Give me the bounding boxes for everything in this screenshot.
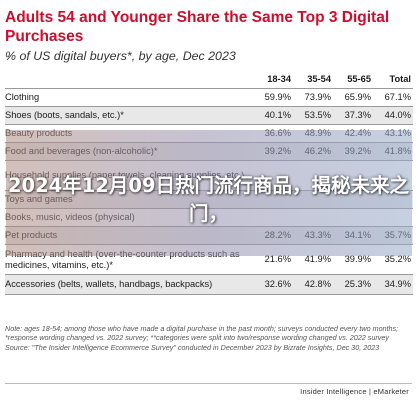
row-label: Shoes (boots, sandals, etc.)* bbox=[5, 106, 255, 125]
table-cell: 59.9% bbox=[255, 88, 293, 107]
row-label: Beauty products bbox=[5, 124, 255, 143]
brand-logo: Insider Intelligence | eMarketer bbox=[300, 387, 409, 396]
table-cell: 73.9% bbox=[293, 88, 333, 107]
table-cell: 48.9% bbox=[293, 124, 333, 143]
footer-divider bbox=[5, 383, 412, 384]
table-cell: 25.3% bbox=[333, 274, 373, 295]
footnote-source: Source: "The Insider Intelligence Ecomme… bbox=[5, 342, 380, 352]
table-row: Shoes (boots, sandals, etc.)* 40.1% 53.5… bbox=[5, 106, 413, 125]
table-cell: 43.1% bbox=[373, 124, 413, 143]
table-header-row: 18-34 35-54 55-65 Total bbox=[5, 70, 413, 89]
row-label: Pharmacy and health (over-the-counter pr… bbox=[5, 244, 255, 275]
table-row: Pharmacy and health (over-the-counter pr… bbox=[5, 244, 413, 275]
table-cell: 21.6% bbox=[255, 244, 293, 275]
table-cell: 46.2% bbox=[293, 142, 333, 161]
table-header-cell: 55-65 bbox=[333, 70, 373, 89]
row-label: Food and beverages (non-alcoholic)* bbox=[5, 142, 255, 161]
table-cell: 41.9% bbox=[293, 244, 333, 275]
table-cell: 35.7% bbox=[373, 226, 413, 245]
table-cell: 40.1% bbox=[255, 106, 293, 125]
table-cell: 53.5% bbox=[293, 106, 333, 125]
table-header-label bbox=[5, 70, 255, 89]
row-label: Pet products bbox=[5, 226, 255, 245]
table-cell: 42.4% bbox=[333, 124, 373, 143]
table-cell: 41.8% bbox=[373, 142, 413, 161]
table-cell: 34.1% bbox=[333, 226, 373, 245]
row-label: Accessories (belts, wallets, handbags, b… bbox=[5, 274, 255, 295]
table-cell: 34.9% bbox=[373, 274, 413, 295]
table-header-cell: 35-54 bbox=[293, 70, 333, 89]
table-cell: 35.2% bbox=[373, 244, 413, 275]
footnote: Note: ages 18-54; among those who have m… bbox=[5, 324, 405, 352]
table-cell: 37.3% bbox=[333, 106, 373, 125]
chart-title: Adults 54 and Younger Share the Same Top… bbox=[5, 9, 390, 45]
table-cell: 67.1% bbox=[373, 88, 413, 107]
table-cell: 42.8% bbox=[293, 274, 333, 295]
table-cell: 39.2% bbox=[333, 142, 373, 161]
table-cell: 65.9% bbox=[333, 88, 373, 107]
table-cell: 44.0% bbox=[373, 106, 413, 125]
overlay-headline: 2024年12月09日热门流行商品，揭秘未来之门， bbox=[7, 174, 410, 225]
table-cell: 32.6% bbox=[255, 274, 293, 295]
table-cell: 39.2% bbox=[255, 142, 293, 161]
table-row: Accessories (belts, wallets, handbags, b… bbox=[5, 274, 413, 295]
table-row: Food and beverages (non-alcoholic)* 39.2… bbox=[5, 142, 413, 161]
chart-subtitle: % of US digital buyers*, by age, Dec 202… bbox=[5, 49, 236, 63]
table-row: Clothing 59.9% 73.9% 65.9% 67.1% bbox=[5, 88, 413, 107]
table-cell: 39.9% bbox=[333, 244, 373, 275]
table-header-cell: Total bbox=[373, 70, 413, 89]
row-label: Clothing bbox=[5, 88, 255, 107]
table-cell: 43.3% bbox=[293, 226, 333, 245]
table-cell: 36.6% bbox=[255, 124, 293, 143]
table-row: Pet products 28.2% 43.3% 34.1% 35.7% bbox=[5, 226, 413, 245]
table-cell: 28.2% bbox=[255, 226, 293, 245]
footnote-notes: Note: ages 18-54; among those who have m… bbox=[5, 324, 399, 343]
table-header-cell: 18-34 bbox=[255, 70, 293, 89]
table-row: Beauty products 36.6% 48.9% 42.4% 43.1% bbox=[5, 124, 413, 143]
